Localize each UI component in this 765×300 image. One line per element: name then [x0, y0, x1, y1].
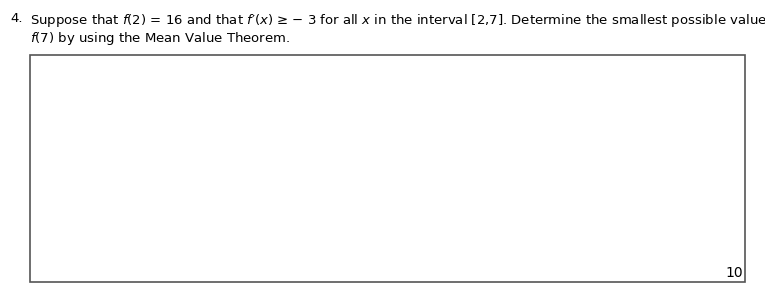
Text: 4.: 4.: [10, 12, 22, 25]
Text: 10: 10: [725, 266, 743, 280]
Text: Suppose that $f$(2) = 16 and that $f$′($x$) ≥ − 3 for all $x$ in the interval [2: Suppose that $f$(2) = 16 and that $f$′($…: [30, 12, 765, 29]
Text: $f$(7) by using the Mean Value Theorem.: $f$(7) by using the Mean Value Theorem.: [30, 30, 290, 47]
Bar: [30, 55, 745, 282]
